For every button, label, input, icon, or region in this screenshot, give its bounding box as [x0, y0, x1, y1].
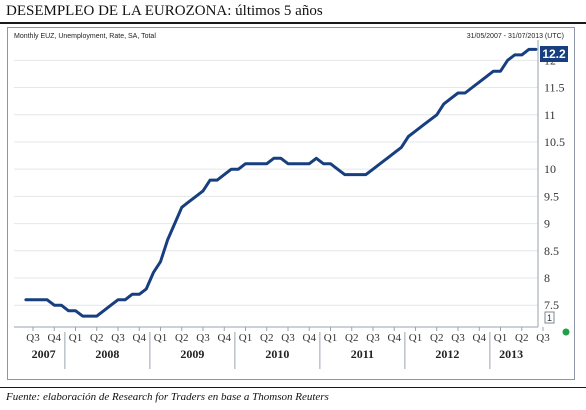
y-tick-label: 8.5	[544, 244, 559, 258]
quarter-label: Q2	[345, 332, 358, 344]
quarter-label: Q4	[303, 332, 317, 344]
last-value-badge	[540, 46, 568, 62]
year-label: 2011	[351, 347, 374, 361]
quarter-label: Q1	[239, 332, 252, 344]
year-label: 2009	[180, 347, 204, 361]
series-group	[24, 47, 538, 318]
series-label: Monthly EUZ, Unemployment, Rate, SA, Tot…	[14, 33, 156, 40]
source-divider	[0, 387, 586, 388]
year-label: 2007	[32, 347, 56, 361]
quarter-label: Q2	[515, 332, 528, 344]
title-divider	[0, 22, 586, 24]
source-note: Fuente: elaboración de Research for Trad…	[6, 391, 329, 403]
quarter-label: Q3	[26, 332, 40, 344]
quarter-label: Q3	[281, 332, 295, 344]
y-tick-label: 7.5	[544, 298, 559, 312]
quarter-label: Q1	[324, 332, 337, 344]
year-label: 2010	[265, 347, 289, 361]
date-range: 31/05/2007 - 31/07/2013 (UTC)	[466, 33, 564, 40]
chart-extras: 12.21	[540, 46, 570, 336]
quarter-label: Q4	[48, 332, 62, 344]
quarter-label: Q2	[260, 332, 273, 344]
quarter-label: Q3	[536, 332, 550, 344]
quarter-label: Q2	[430, 332, 443, 344]
gridlines	[14, 59, 538, 306]
y-tick-label: 11.5	[544, 81, 565, 95]
quarter-label: Q4	[133, 332, 147, 344]
quarter-label: Q2	[90, 332, 103, 344]
y-tick-label: 11	[544, 108, 556, 122]
quarter-label: Q4	[218, 332, 232, 344]
year-label: 2012	[435, 347, 459, 361]
quarter-label: Q1	[69, 332, 82, 344]
chart-title: DESEMPLEO DE LA EUROZONA: últimos 5 años	[6, 3, 323, 19]
year-label: 2008	[95, 347, 119, 361]
x-axis-labels: Q3 Q4 Q1 Q2 Q3 Q4 Q1 Q2 Q3 Q4 Q1 Q2 Q3 Q4 Q1 Q2 Q3 Q4 Q1 Q2…	[26, 332, 550, 361]
y-tick-label: 9	[544, 217, 550, 231]
y-tick-label: 10	[544, 162, 556, 176]
status-dot	[562, 328, 570, 336]
quarter-label: Q3	[451, 332, 465, 344]
event-marker-box	[544, 311, 555, 324]
quarter-label: Q3	[366, 332, 380, 344]
y-tick-label: 10.5	[544, 135, 565, 149]
last-value-label: 12.2	[542, 47, 566, 61]
event-marker-label: 1	[547, 313, 552, 323]
quarter-label: Q4	[473, 332, 487, 344]
quarter-label: Q4	[388, 332, 402, 344]
y-tick-label: 9.5	[544, 189, 559, 203]
quarter-label: Q2	[175, 332, 188, 344]
series-line	[24, 47, 538, 318]
quarter-label: Q3	[196, 332, 210, 344]
y-tick-label: 8	[544, 271, 550, 285]
year-label: 2013	[499, 347, 523, 361]
chart-frame	[7, 27, 575, 380]
quarter-label: Q1	[409, 332, 422, 344]
axes	[14, 40, 544, 369]
quarter-label: Q1	[154, 332, 167, 344]
quarter-label: Q3	[111, 332, 125, 344]
quarter-label: Q1	[494, 332, 507, 344]
